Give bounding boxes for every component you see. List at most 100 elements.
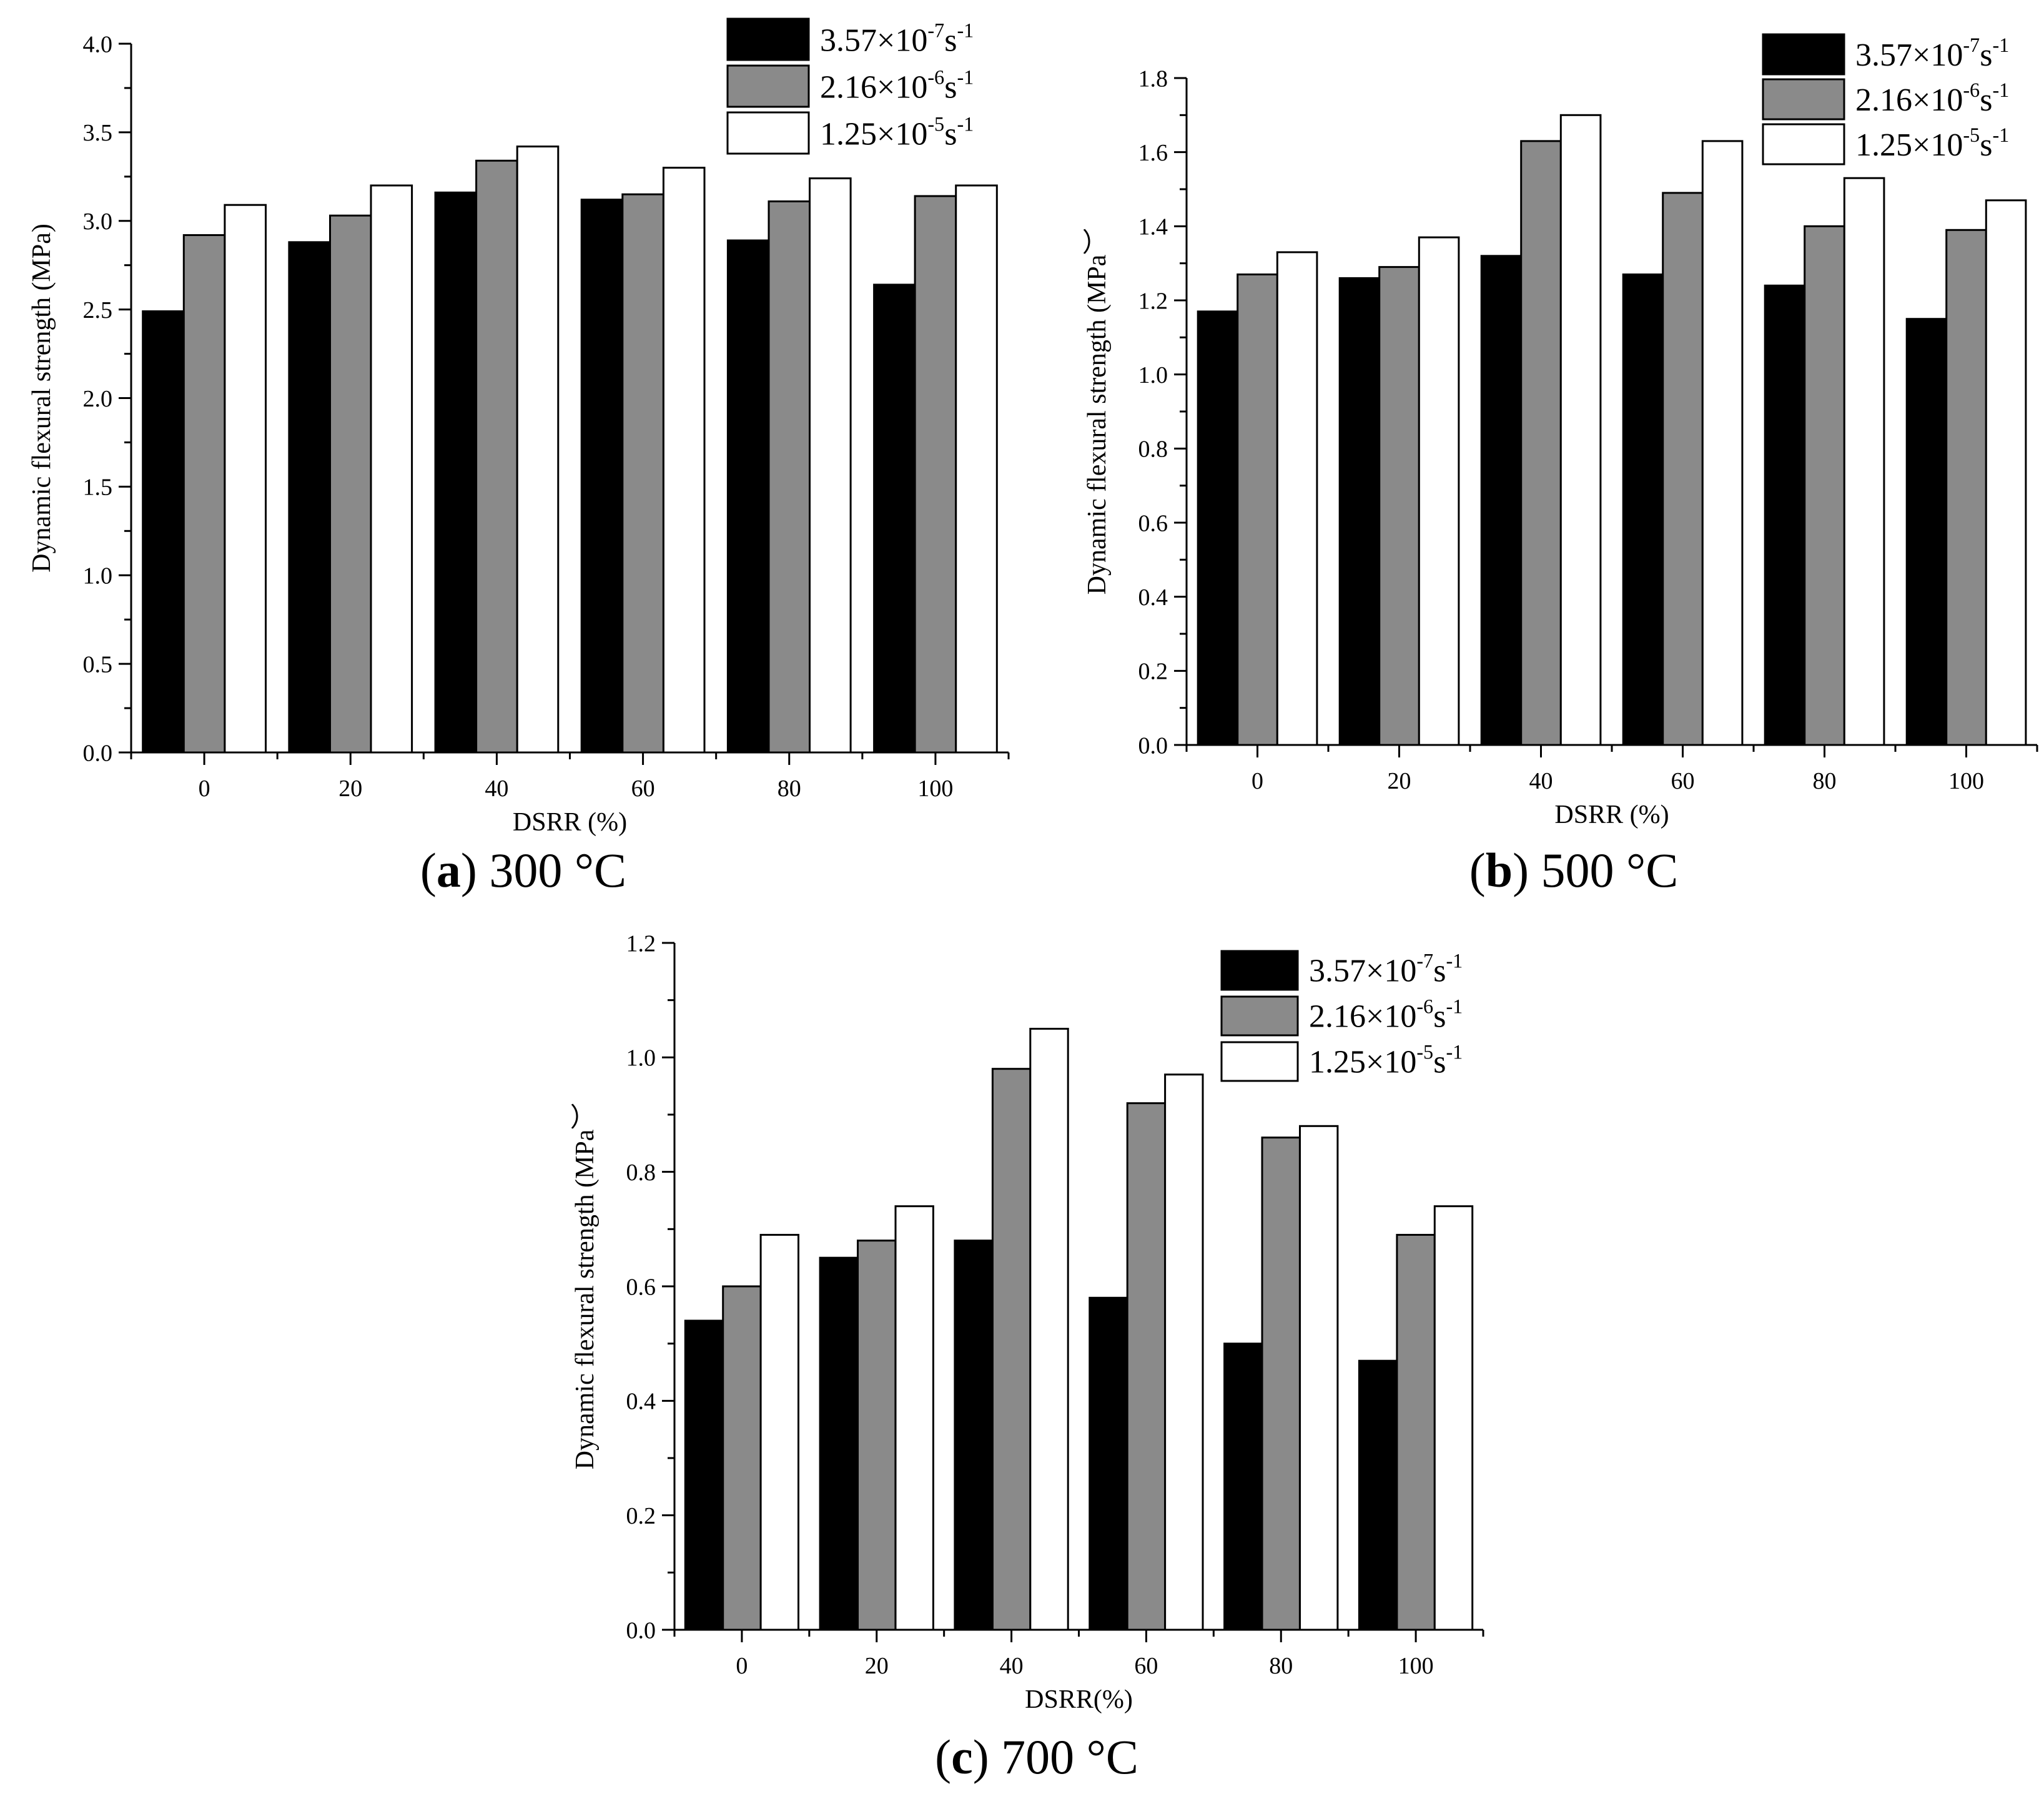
bar-b-series2-80 [1843, 177, 1885, 746]
bar-a-series1-40 [475, 159, 518, 754]
legend-label-series2: 1.25×10-5s-1 [1855, 124, 2009, 163]
bar-a-series2-60 [662, 167, 706, 754]
bar-b-series1-60 [1662, 192, 1704, 746]
y-tick-label: 0.2 [626, 1503, 656, 1529]
bar-a-series2-80 [809, 177, 852, 754]
y-tick-label: 0.5 [83, 651, 113, 678]
bar-a-series2-40 [516, 145, 560, 754]
bar-b-series0-80 [1764, 284, 1806, 746]
y-tick-label: 1.6 [1138, 140, 1168, 166]
x-tick-label: 0 [199, 776, 210, 802]
x-tick-label: 80 [1269, 1653, 1293, 1679]
legend-swatch-series1 [726, 64, 810, 108]
bar-c-series0-80 [1223, 1343, 1263, 1631]
legend-swatch-series0 [726, 17, 810, 61]
bar-c-series2-60 [1164, 1073, 1204, 1631]
bar-b-series2-100 [1985, 199, 2027, 746]
bar-a-series1-0 [182, 234, 226, 754]
bar-c-series2-20 [894, 1205, 934, 1631]
legend-label-series0: 3.57×10-7s-1 [820, 19, 974, 59]
bar-a-series1-20 [329, 214, 372, 754]
x-axis-title: DSRR (%) [1554, 801, 1669, 829]
legend-label-series1: 2.16×10-6s-1 [1309, 995, 1463, 1035]
legend-swatch-series0 [1220, 950, 1299, 991]
bar-b-series0-100 [1905, 318, 1948, 746]
bar-c-series1-60 [1126, 1102, 1167, 1631]
y-axis-title: Dynamic flexural strength (MPa︶ [571, 1103, 600, 1470]
x-tick-label: 40 [1529, 768, 1553, 794]
x-axis-title: DSRR(%) [1025, 1685, 1133, 1714]
legend-swatch-series2 [1762, 123, 1845, 165]
y-tick-label: 0.8 [1138, 436, 1168, 463]
y-tick-label: 0.0 [626, 1617, 656, 1644]
bar-c-series2-100 [1433, 1205, 1474, 1631]
bar-b-series0-0 [1197, 310, 1239, 746]
legend-swatch-series1 [1220, 995, 1299, 1037]
y-tick-label: 1.0 [83, 563, 113, 589]
chart-panel-c: 0.0 0.2 0.4 0.6 0.8 1.0 1.2 0 20 40 60 80 100 DSRR(%)… [571, 930, 1484, 1784]
bar-b-series2-20 [1418, 236, 1460, 746]
bar-c-series2-40 [1029, 1028, 1069, 1631]
bar-a-series1-100 [914, 195, 957, 754]
bar-c-series0-40 [954, 1240, 994, 1631]
legend-label-series0: 3.57×10-7s-1 [1309, 950, 1463, 989]
bar-c-series0-100 [1358, 1359, 1398, 1631]
x-tick-label: 60 [1671, 768, 1695, 794]
bar-a-series0-80 [726, 239, 770, 754]
bar-c-series0-20 [819, 1256, 859, 1631]
x-tick-label: 40 [485, 776, 508, 802]
bar-b-series1-0 [1237, 274, 1278, 746]
x-tick-label: 20 [1388, 768, 1411, 794]
bar-a-series0-100 [873, 283, 916, 754]
y-tick-label: 0.6 [1138, 510, 1168, 536]
legend-label-series1: 2.16×10-6s-1 [820, 66, 974, 106]
bar-b-series0-40 [1480, 255, 1523, 746]
y-tick-label: 1.2 [626, 930, 656, 957]
bar-b-series1-40 [1520, 140, 1562, 746]
x-tick-label: 20 [865, 1653, 889, 1679]
y-tick-label: 0.6 [626, 1274, 656, 1300]
y-tick-label: 0.0 [1138, 732, 1168, 759]
bar-b-series1-100 [1945, 229, 1987, 746]
bar-b-series2-40 [1559, 114, 1602, 746]
legend-swatch-series0 [1762, 33, 1845, 76]
chart-panel-b: 0.0 0.2 0.4 0.6 0.8 1.0 1.2 1.4 1.6 1.8 0 20 40 60 80 1… [1083, 33, 2038, 897]
bar-b-series0-20 [1338, 277, 1381, 746]
x-tick-label: 0 [1252, 768, 1263, 794]
bar-a-series2-0 [224, 204, 267, 754]
x-tick-label: 100 [1948, 768, 1984, 794]
y-tick-label: 1.8 [1138, 66, 1168, 92]
x-tick-label: 100 [917, 776, 953, 802]
y-tick-label: 2.0 [83, 386, 113, 412]
x-tick-label: 40 [1000, 1653, 1024, 1679]
y-tick-label: 1.4 [1138, 214, 1168, 240]
y-tick-label: 0.4 [626, 1389, 656, 1415]
panel-caption-a: (a) 300 °C [420, 843, 626, 897]
bar-a-series2-100 [955, 184, 998, 754]
x-tick-label: 0 [736, 1653, 748, 1679]
y-tick-label: 3.5 [83, 120, 113, 146]
y-axis-title: Dynamic flexural strength (MPa) [27, 224, 56, 573]
bar-a-series0-60 [580, 199, 624, 754]
x-tick-label: 60 [631, 776, 655, 802]
bar-c-series0-0 [684, 1319, 724, 1631]
bar-c-series1-80 [1261, 1136, 1301, 1631]
y-tick-label: 0.4 [1138, 584, 1168, 611]
bar-a-series1-80 [768, 200, 811, 754]
bar-a-series0-0 [142, 310, 185, 754]
x-tick-label: 20 [338, 776, 362, 802]
y-tick-label: 1.0 [1138, 362, 1168, 388]
x-axis-title: DSRR (%) [513, 808, 627, 837]
legend-label-series0: 3.57×10-7s-1 [1855, 34, 2009, 73]
bar-c-series1-40 [991, 1068, 1032, 1631]
bar-a-series2-20 [370, 184, 413, 754]
legend-swatch-series2 [726, 111, 810, 155]
x-tick-label: 80 [1813, 768, 1837, 794]
x-tick-label: 60 [1134, 1653, 1158, 1679]
y-tick-label: 1.2 [1138, 288, 1168, 314]
bar-c-series1-20 [857, 1240, 897, 1631]
legend-label-series2: 1.25×10-5s-1 [820, 113, 974, 152]
y-tick-label: 2.5 [83, 297, 113, 323]
y-tick-label: 1.5 [83, 475, 113, 501]
